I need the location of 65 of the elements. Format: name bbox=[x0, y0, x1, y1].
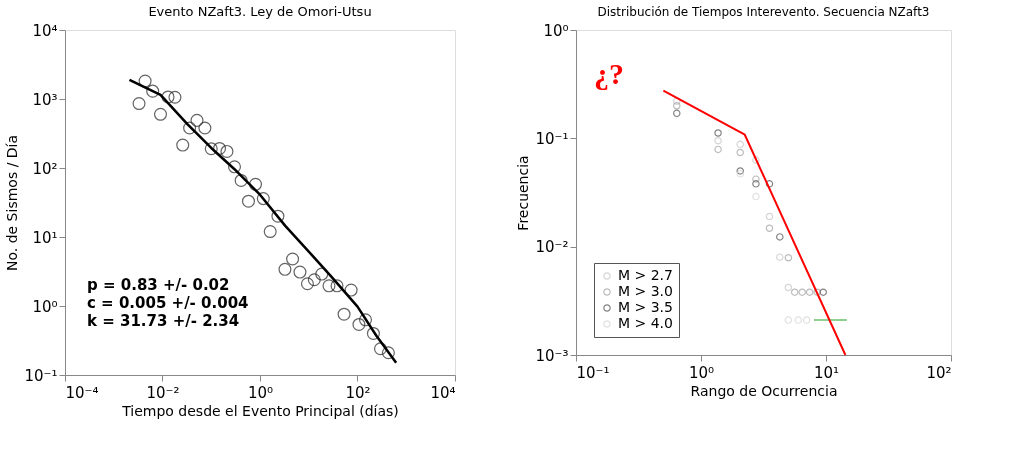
point bbox=[359, 313, 373, 327]
point bbox=[278, 262, 292, 276]
x-tick-label: 10⁰ bbox=[247, 383, 274, 402]
y-axis-title: No. de Sismos / Día bbox=[4, 134, 21, 272]
annotation: ¿? bbox=[594, 57, 624, 90]
legend-label: M > 2.7 bbox=[618, 267, 673, 283]
point bbox=[146, 84, 160, 98]
y-tick-label: 10¹ bbox=[32, 228, 58, 247]
point bbox=[204, 142, 218, 156]
point bbox=[352, 317, 366, 331]
x-tick-label: 10⁻⁴ bbox=[65, 383, 99, 402]
y-tick-label: 10² bbox=[32, 159, 58, 178]
point bbox=[381, 346, 395, 360]
legend-label: M > 3.5 bbox=[618, 299, 673, 315]
point bbox=[330, 279, 344, 293]
point bbox=[132, 97, 146, 111]
x-tick-label: 10⁰ bbox=[688, 363, 715, 382]
point bbox=[190, 113, 204, 127]
point bbox=[176, 138, 190, 152]
point bbox=[307, 273, 321, 287]
point bbox=[227, 160, 242, 174]
x-tick-label: 10¹ bbox=[813, 363, 840, 382]
point bbox=[249, 177, 263, 191]
point bbox=[161, 90, 175, 104]
chart-title: Evento NZaft3. Ley de Omori-Utsu bbox=[148, 4, 372, 19]
point bbox=[293, 265, 307, 279]
point bbox=[234, 173, 248, 187]
y-axis-title: Frecuencia bbox=[515, 155, 532, 231]
point bbox=[153, 107, 168, 121]
y-tick-label: 10³ bbox=[32, 90, 58, 109]
point bbox=[337, 307, 351, 321]
annotation: c = 0.005 +/- 0.004 bbox=[87, 294, 249, 312]
point bbox=[286, 252, 300, 266]
point bbox=[256, 192, 270, 206]
y-tick-label: 10⁰ bbox=[32, 297, 58, 316]
point bbox=[300, 277, 314, 291]
x-tick-label: 10² bbox=[345, 383, 371, 402]
point bbox=[271, 209, 285, 223]
legend-label: M > 4.0 bbox=[618, 315, 673, 331]
x-axis-title: Rango de Ocurrencia bbox=[690, 382, 838, 399]
point bbox=[168, 90, 182, 104]
point bbox=[183, 121, 197, 135]
annotation: p = 0.83 +/- 0.02 bbox=[87, 276, 230, 294]
x-tick-label: 10⁻² bbox=[146, 383, 180, 402]
x-axis-title: Tiempo desde el Evento Principal (días) bbox=[121, 402, 399, 419]
x-tick-label: 10² bbox=[926, 363, 952, 382]
y-tick-label: 10⁴ bbox=[32, 21, 58, 40]
point bbox=[263, 225, 277, 239]
point bbox=[344, 283, 358, 297]
point bbox=[322, 279, 336, 293]
annotation: k = 31.73 +/- 2.34 bbox=[87, 312, 240, 330]
point bbox=[366, 326, 380, 340]
chart-title: Distribución de Tiempos Interevento. Secuencia NZaft3 bbox=[597, 5, 930, 19]
y-tick-label: 10⁻¹ bbox=[535, 129, 569, 148]
point bbox=[373, 342, 387, 356]
y-tick-label: 10⁻³ bbox=[535, 346, 569, 365]
point bbox=[198, 121, 212, 135]
y-tick-label: 10⁰ bbox=[543, 21, 569, 40]
y-tick-label: 10⁻² bbox=[535, 238, 569, 257]
point bbox=[220, 144, 234, 158]
point bbox=[241, 194, 255, 208]
x-tick-label: 10⁻¹ bbox=[576, 363, 610, 382]
x-tick-label: 10⁴ bbox=[430, 383, 456, 402]
legend-label: M > 3.0 bbox=[618, 283, 673, 299]
point bbox=[138, 74, 152, 88]
